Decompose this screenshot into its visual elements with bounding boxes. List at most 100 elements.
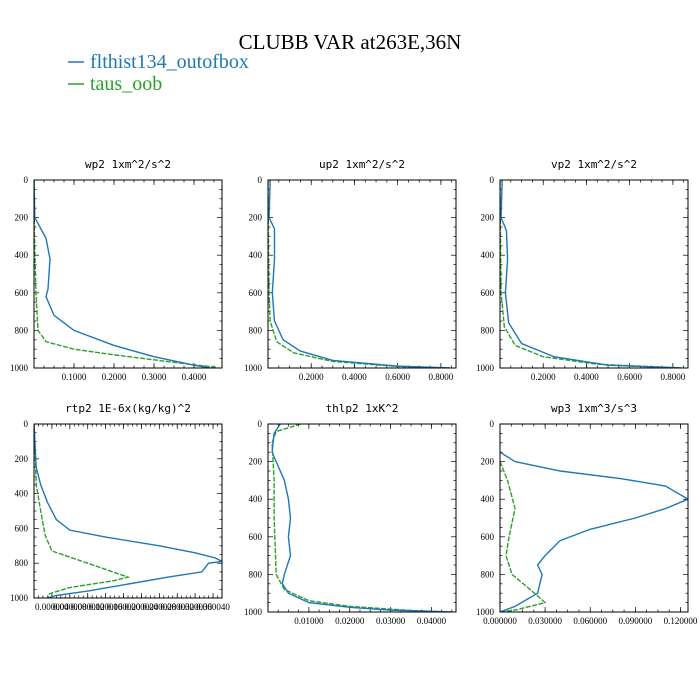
x-tick-label: 0.02000 [335,616,365,626]
plot-frame [499,179,689,369]
x-tick-label: 0.000024 [125,602,159,612]
x-tick-label: 0.000040 [196,602,230,612]
series-line-taus-oob [34,424,131,598]
y-tick-label: 0 [490,175,495,185]
panel-1: wp2 1xm^2/s^2 0 200 400 600 800 1000 0.1000 0.20… [10,158,223,382]
series-line-taus-oob [500,180,682,368]
x-tick-label: 0.030000 [528,616,562,626]
x-tick-label: 0.03000 [376,616,406,626]
x-tick-label: 0.000016 [89,602,123,612]
panels: wp2 1xm^2/s^2 0 200 400 600 800 1000 0.1000 0.20… [10,158,698,626]
x-tick-label: 0.090000 [618,616,652,626]
plot-frame [33,423,223,599]
y-tick-label: 400 [249,250,263,260]
y-tick-label: 800 [15,325,29,335]
y-tick-label: 400 [481,250,495,260]
y-tick-label: 800 [249,325,263,335]
y-tick-label: 600 [249,288,263,298]
y-tick-label: 1000 [244,607,263,617]
y-tick-label: 600 [249,532,263,542]
y-tick-label: 0 [24,419,29,429]
x-tick-label: 0.120000 [664,616,698,626]
series-line-taus-oob [271,424,452,612]
x-tick-label: 0.2000 [299,372,324,382]
y-tick-label: 200 [481,457,495,467]
y-tick-label: 800 [249,569,263,579]
x-tick-label: 0.000012 [71,602,105,612]
x-tick-label: 0.4000 [574,372,599,382]
x-tick-label: 0.8000 [428,372,453,382]
y-tick-label: 0 [24,175,29,185]
y-tick-label: 200 [249,213,263,223]
plot-frame [267,179,457,369]
panel-5: thlp2 1xK^2 0 200 400 600 800 1000 0.01000 0.020… [244,402,457,626]
series-line-flthist134 [500,180,682,368]
panel-4: rtp2 1E-6x(kg/kg)^2 0 200 400 600 800 1000 0.00… [10,402,230,612]
panel-title: up2 1xm^2/s^2 [319,158,405,171]
y-tick-label: 0 [490,419,495,429]
figure-title: CLUBB VAR at263E,36N [239,30,462,54]
plot-frame [499,423,689,613]
y-tick-label: 200 [15,213,29,223]
series-line-flthist134 [271,424,452,612]
y-tick-label: 1000 [476,363,495,373]
x-tick-label: 0.000008 [53,602,87,612]
series-line-flthist134 [268,180,450,368]
x-tick-label: 0.000020 [107,602,141,612]
y-tick-label: 600 [15,523,29,533]
x-tick-label: 0.060000 [573,616,607,626]
panel-title: rtp2 1E-6x(kg/kg)^2 [65,402,191,415]
x-tick-label: 0.01000 [294,616,324,626]
x-tick-label: 0.6000 [385,372,410,382]
y-tick-label: 400 [15,250,29,260]
y-tick-label: 1000 [476,607,495,617]
panel-2: up2 1xm^2/s^2 0 200 400 600 800 1000 0.2000 0.40… [244,158,457,382]
y-tick-label: 1000 [10,363,29,373]
y-tick-label: 800 [15,558,29,568]
series-line-taus-oob [268,180,450,368]
legend: flthist134_outofbox taus_oob [68,51,249,95]
y-tick-label: 600 [15,288,29,298]
y-tick-label: 600 [481,532,495,542]
series-line-flthist134 [34,180,211,368]
y-tick-label: 0 [258,175,263,185]
plot-frame [33,179,223,369]
x-tick-label: 0.000028 [142,602,176,612]
y-tick-label: 600 [481,288,495,298]
series-line-taus-oob [500,461,547,612]
y-tick-label: 200 [249,457,263,467]
y-tick-label: 200 [15,454,29,464]
panel-3: vp2 1xm^2/s^2 0 200 400 600 800 1000 0.2000 0.40… [476,158,689,382]
x-tick-label: 0.2000 [102,372,127,382]
y-tick-label: 1000 [10,593,29,603]
y-tick-label: 400 [481,494,495,504]
panel-title: wp2 1xm^2/s^2 [85,158,171,171]
y-tick-label: 800 [481,325,495,335]
panel-title: vp2 1xm^2/s^2 [551,158,637,171]
x-tick-label: 0.8000 [660,372,685,382]
x-tick-label: 0.3000 [142,372,167,382]
x-tick-label: 0.000032 [160,602,194,612]
y-tick-label: 400 [15,489,29,499]
x-tick-label: 0.04000 [417,616,447,626]
panel-title: wp3 1xm^3/s^3 [551,402,637,415]
y-tick-label: 800 [481,569,495,579]
series-line-flthist134 [34,424,222,598]
y-tick-label: 1000 [244,363,263,373]
series-line-flthist134 [500,451,688,612]
x-tick-label: 0.6000 [617,372,642,382]
x-tick-label: 0.4000 [182,372,207,382]
x-tick-label: 0.000004 [35,602,69,612]
legend-label-flthist134: flthist134_outofbox [90,51,249,73]
x-tick-label: 0.000036 [178,602,212,612]
legend-label-taus-oob: taus_oob [90,73,162,95]
x-tick-label: 0.4000 [342,372,367,382]
y-tick-label: 0 [258,419,263,429]
x-tick-label: 0.000000 [483,616,517,626]
x-tick-label: 0.2000 [531,372,556,382]
plot-frame [267,423,457,613]
x-tick-label: 0.1000 [62,372,87,382]
y-tick-label: 200 [481,213,495,223]
